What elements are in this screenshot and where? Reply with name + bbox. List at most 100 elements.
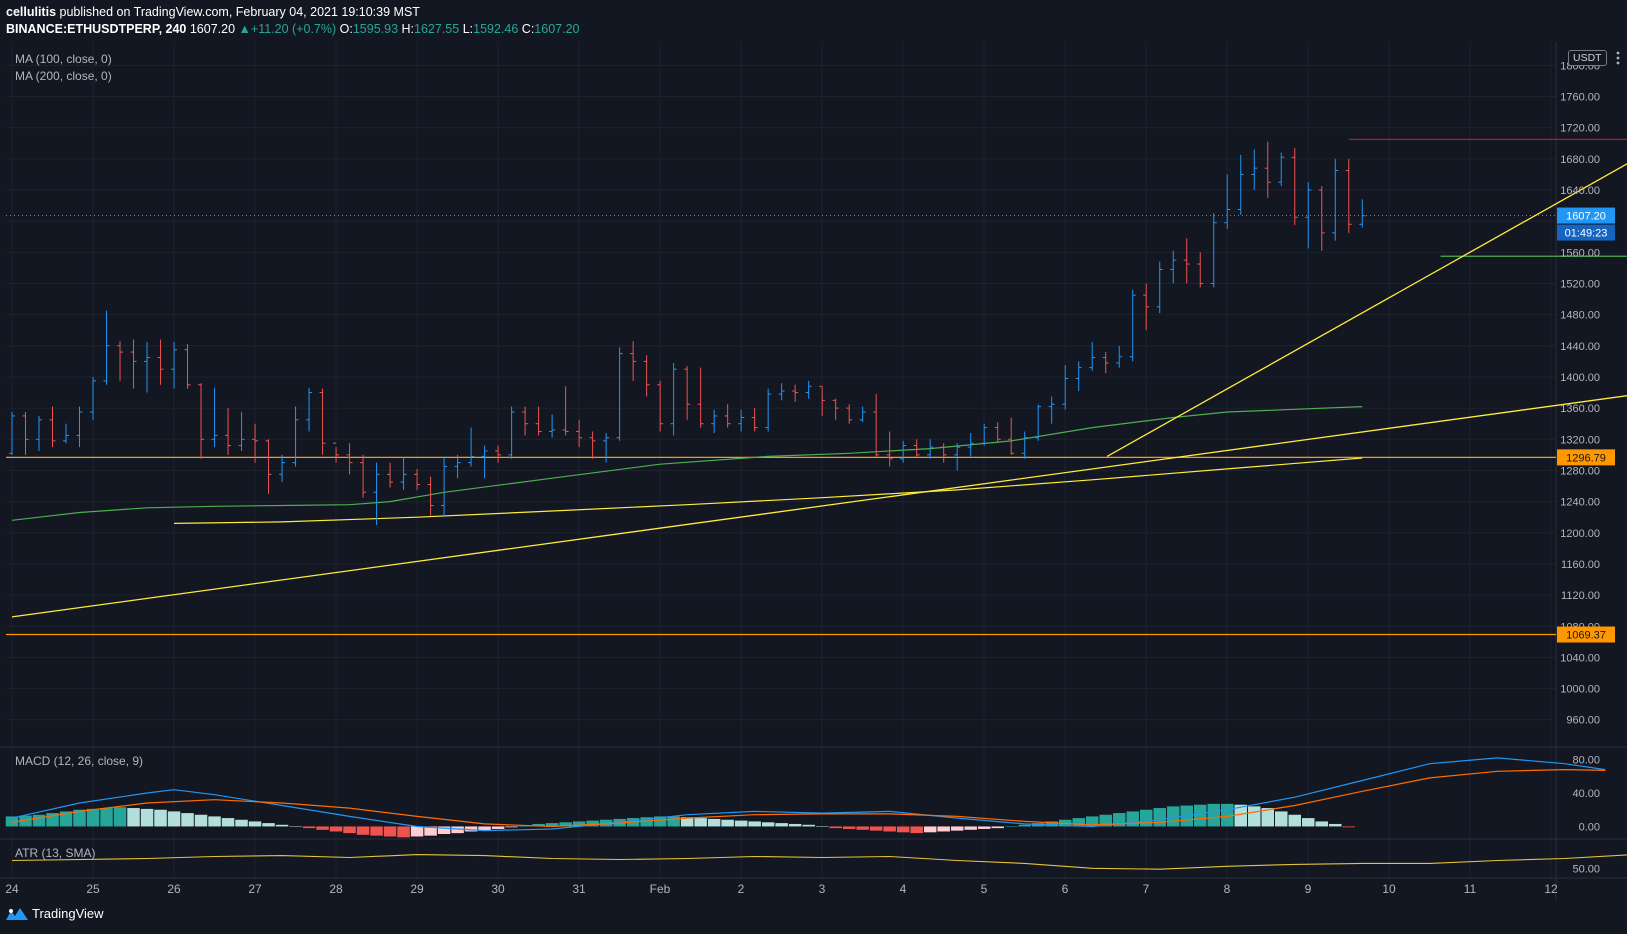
close-value: 1607.20	[534, 22, 580, 36]
macd-histogram-bar	[370, 826, 383, 836]
macd-histogram-bar	[586, 820, 599, 827]
level-price-badge: 1069.37	[1557, 626, 1615, 643]
tradingview-logo[interactable]: TradingView	[6, 906, 104, 921]
high-label: H:	[401, 22, 415, 36]
more-icon[interactable]	[1611, 50, 1625, 66]
ohlc-bar	[1359, 199, 1366, 228]
time-tick-label: 5	[981, 882, 988, 896]
ohlc-bar	[76, 406, 83, 448]
ohlc-bar	[1224, 174, 1231, 229]
atr-legend[interactable]: ATR (13, SMA)	[15, 846, 96, 860]
ohlc-bar	[1305, 182, 1312, 249]
ohlc-bar	[1062, 365, 1069, 410]
ohlc-bar	[1143, 283, 1150, 331]
high-value: 1627.55	[414, 22, 460, 36]
time-tick-label: 10	[1382, 882, 1396, 896]
ohlc-bar	[522, 406, 529, 436]
ohlc-bar	[103, 310, 110, 385]
macd-histogram-bar	[437, 826, 451, 834]
macd-histogram-bar	[802, 824, 815, 827]
macd-histogram-bar	[721, 819, 734, 827]
ohlc-bar	[1264, 141, 1271, 198]
ohlc-bar	[589, 431, 596, 459]
ohlc-bar	[1075, 361, 1082, 391]
macd-histogram-bar	[1234, 804, 1247, 827]
macd-histogram-bar	[478, 826, 491, 831]
ohlc-bar	[49, 406, 56, 448]
price-tick-label: 1440.00	[1560, 341, 1600, 353]
ohlc-bar	[1116, 345, 1123, 368]
ohlc-bar	[927, 439, 934, 459]
chart-canvas[interactable]: RSL 960.001000.001040.001080.001120.0011…	[0, 42, 1627, 900]
author-name[interactable]: cellulitis	[6, 5, 57, 19]
ma200-legend[interactable]: MA (200, close, 0)	[15, 69, 112, 83]
macd-histogram-bar	[491, 826, 505, 829]
macd-histogram-bar	[653, 816, 667, 827]
badge-text: 1607.20	[1566, 211, 1606, 223]
macd-histogram-bar	[383, 826, 397, 837]
macd-histogram-bar	[1045, 821, 1058, 827]
ohlc-bar	[1021, 431, 1028, 459]
macd-histogram-bar	[208, 816, 221, 827]
signal-line	[11, 768, 1606, 828]
support-levels: RSL	[6, 138, 1627, 636]
macd-histogram-bar	[343, 826, 356, 834]
macd-histogram-bar	[896, 826, 910, 833]
time-axis[interactable]: 24 25 26 27 28 29 30 31 Feb 2 3 4 5 6 7 8 9 10 11 12	[5, 882, 1558, 896]
ohlc-bar	[630, 341, 637, 381]
badge-bg	[1557, 626, 1615, 643]
macd-histogram-bar	[667, 816, 680, 827]
ohlc-bar	[886, 431, 893, 467]
ohlc-bar	[1035, 404, 1042, 441]
grid	[0, 42, 1627, 900]
ohlc-bar	[1291, 147, 1298, 226]
macd-histogram-bar	[1247, 806, 1261, 827]
ohlc-bar	[954, 443, 961, 471]
ohlc-bar	[265, 439, 272, 494]
macd-histogram-bar	[451, 826, 464, 834]
ohlc-bar	[643, 355, 650, 397]
price-tick-label: 1000.00	[1560, 684, 1600, 696]
ohlc-bar	[360, 454, 367, 498]
macd-histogram-bar	[289, 826, 302, 827]
ohlc-bar	[670, 362, 677, 436]
macd-histogram-bar	[410, 826, 424, 837]
ohlc-bar	[657, 380, 664, 432]
ohlc-bar	[1318, 186, 1325, 251]
price-tick-label: 1680.00	[1560, 154, 1600, 166]
badge-text: 1296.79	[1566, 452, 1606, 464]
ohlc-bar	[913, 439, 920, 457]
macd-legend[interactable]: MACD (12, 26, close, 9)	[15, 754, 144, 768]
price-axis[interactable]: 960.001000.001040.001080.001120.001160.0…	[1560, 60, 1600, 875]
macd-histogram-bar	[856, 826, 869, 830]
ma100-legend[interactable]: MA (100, close, 0)	[15, 52, 112, 66]
trendlines[interactable]	[11, 120, 1627, 618]
macd-histogram-bar	[1302, 818, 1315, 827]
macd-histogram-bar	[59, 811, 73, 827]
time-tick-label: 12	[1544, 882, 1558, 896]
macd-histogram-bar	[248, 821, 262, 827]
ohlc-bar	[495, 445, 502, 463]
macd-histogram-bar	[640, 817, 653, 827]
atr-tick-label: 50.00	[1572, 863, 1600, 875]
price-tick-label: 1760.00	[1560, 92, 1600, 104]
ohlc-bar	[400, 457, 407, 490]
chart-header: cellulitis published on TradingView.com,…	[0, 0, 1627, 42]
price-tick-label: 1280.00	[1560, 465, 1600, 477]
footer	[0, 900, 1627, 934]
macd-histogram-bar	[1099, 814, 1112, 827]
ohlc-bar	[184, 344, 191, 389]
macd-histogram-bar	[424, 826, 437, 836]
currency-badge[interactable]: USDT	[1568, 50, 1607, 66]
price-tick-label: 1200.00	[1560, 528, 1600, 540]
ohlc-bar	[481, 445, 488, 479]
price-tick-label: 1720.00	[1560, 123, 1600, 135]
symbol-name[interactable]: BINANCE:ETHUSDTPERP, 240	[6, 22, 187, 36]
ohlc-bar	[616, 347, 623, 441]
current-price-badge: 1607.20	[1557, 207, 1615, 224]
brand-name: TradingView	[32, 906, 104, 921]
macd-histogram-bar	[910, 826, 923, 834]
moving-averages	[11, 406, 1363, 524]
price-badges: 1296.79 1069.37 1607.20 01:49:23	[1557, 207, 1615, 643]
ohlc-bar	[846, 404, 853, 424]
